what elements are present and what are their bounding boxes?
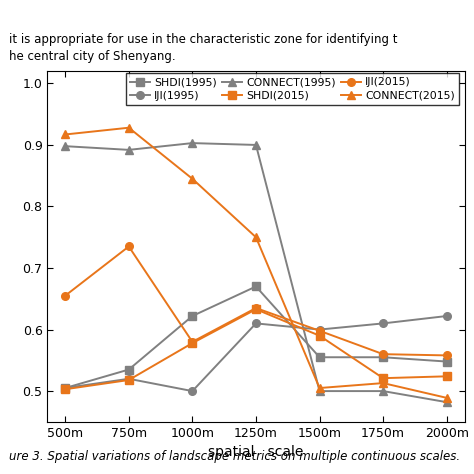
Line: IJI(1995): IJI(1995)	[62, 312, 450, 395]
IJI(1995)	[190, 388, 195, 394]
CONNECT(1995)	[126, 147, 132, 153]
SHDI(1995)	[380, 355, 386, 360]
CONNECT(2015)	[253, 235, 259, 240]
IJI(1995)	[444, 313, 449, 319]
SHDI(1995)	[126, 367, 132, 373]
CONNECT(1995)	[190, 140, 195, 146]
Text: he central city of Shenyang.: he central city of Shenyang.	[9, 50, 176, 63]
IJI(2015)	[253, 305, 259, 311]
CONNECT(2015)	[317, 385, 322, 391]
SHDI(1995)	[253, 283, 259, 289]
CONNECT(2015)	[380, 380, 386, 386]
IJI(1995)	[63, 385, 68, 391]
IJI(2015)	[380, 351, 386, 357]
CONNECT(1995)	[444, 399, 449, 405]
CONNECT(2015)	[190, 176, 195, 182]
CONNECT(2015)	[126, 125, 132, 130]
SHDI(2015)	[380, 375, 386, 381]
CONNECT(2015)	[444, 395, 449, 401]
SHDI(1995)	[317, 355, 322, 360]
IJI(1995)	[253, 320, 259, 326]
SHDI(2015)	[63, 386, 68, 392]
IJI(1995)	[317, 327, 322, 332]
IJI(2015)	[126, 244, 132, 249]
IJI(2015)	[63, 293, 68, 299]
SHDI(1995)	[190, 313, 195, 319]
CONNECT(1995)	[63, 143, 68, 149]
CONNECT(1995)	[380, 388, 386, 394]
IJI(1995)	[380, 320, 386, 326]
X-axis label: spatial   scale: spatial scale	[208, 445, 304, 459]
SHDI(1995)	[444, 359, 449, 365]
Line: CONNECT(1995): CONNECT(1995)	[62, 139, 450, 406]
Legend: SHDI(1995), IJI(1995), CONNECT(1995), SHDI(2015), IJI(2015), CONNECT(2015): SHDI(1995), IJI(1995), CONNECT(1995), SH…	[126, 73, 459, 105]
SHDI(2015)	[126, 377, 132, 383]
Text: ure 3. Spatial variations of landscape metrics on multiple continuous scales.: ure 3. Spatial variations of landscape m…	[9, 450, 461, 463]
Line: SHDI(2015): SHDI(2015)	[62, 305, 450, 393]
IJI(2015)	[444, 353, 449, 358]
IJI(1995)	[126, 376, 132, 382]
SHDI(2015)	[253, 306, 259, 312]
CONNECT(2015)	[63, 132, 68, 137]
CONNECT(1995)	[317, 388, 322, 394]
SHDI(2015)	[444, 374, 449, 379]
Line: IJI(2015): IJI(2015)	[62, 243, 450, 359]
SHDI(1995)	[63, 385, 68, 391]
Line: SHDI(1995): SHDI(1995)	[62, 283, 450, 392]
Line: CONNECT(2015): CONNECT(2015)	[62, 124, 450, 401]
IJI(2015)	[317, 328, 322, 334]
SHDI(2015)	[317, 333, 322, 338]
CONNECT(1995)	[253, 142, 259, 148]
IJI(2015)	[190, 339, 195, 345]
Text: it is appropriate for use in the characteristic zone for identifying t: it is appropriate for use in the charact…	[9, 33, 398, 46]
SHDI(2015)	[190, 340, 195, 346]
